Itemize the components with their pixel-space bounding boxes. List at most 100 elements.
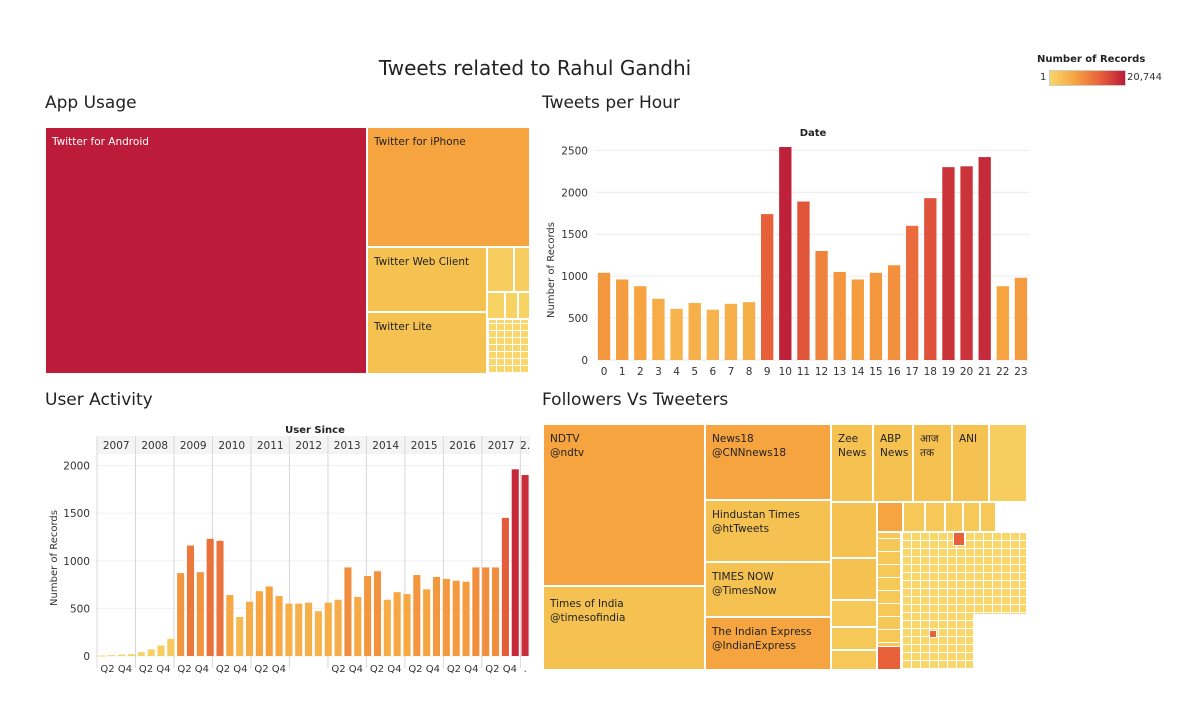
bar[interactable] bbox=[521, 475, 529, 656]
bar[interactable] bbox=[196, 572, 204, 656]
bar[interactable] bbox=[295, 603, 303, 656]
bar[interactable] bbox=[462, 581, 470, 656]
bar[interactable] bbox=[98, 655, 106, 657]
bar[interactable] bbox=[815, 251, 828, 360]
treemap-cell-small[interactable] bbox=[518, 292, 530, 319]
treemap-cell-small[interactable] bbox=[925, 502, 945, 532]
bar[interactable] bbox=[616, 279, 629, 360]
bar[interactable] bbox=[996, 286, 1009, 360]
bar[interactable] bbox=[216, 540, 224, 656]
bar[interactable] bbox=[314, 611, 322, 656]
bar[interactable] bbox=[906, 225, 919, 360]
treemap-cell-indianexpress[interactable]: The Indian Express @IndianExpress bbox=[705, 617, 831, 670]
treemap-cell-news18[interactable]: News18 @CNNnews18 bbox=[705, 424, 831, 500]
bar[interactable] bbox=[1014, 277, 1028, 360]
treemap-cell-small[interactable] bbox=[953, 532, 965, 546]
bar[interactable] bbox=[472, 567, 480, 656]
followers-treemap[interactable]: NDTV @ndtv Times of India @timesofindia … bbox=[543, 424, 1027, 670]
treemap-cell-tiny-group[interactable] bbox=[487, 319, 530, 374]
bar[interactable] bbox=[634, 286, 647, 360]
bar[interactable] bbox=[670, 308, 683, 360]
bar[interactable] bbox=[742, 302, 756, 360]
bar[interactable] bbox=[452, 580, 460, 656]
bar[interactable] bbox=[167, 638, 175, 656]
bar[interactable] bbox=[779, 147, 792, 360]
bar[interactable] bbox=[924, 198, 937, 360]
bar[interactable] bbox=[157, 645, 165, 656]
treemap-cell-timesnow[interactable]: TIMES NOW @TimesNow bbox=[705, 562, 831, 617]
bar[interactable] bbox=[511, 469, 519, 656]
bar[interactable] bbox=[393, 592, 401, 656]
bar[interactable] bbox=[118, 654, 126, 656]
treemap-cell-small[interactable] bbox=[877, 502, 903, 532]
bar[interactable] bbox=[334, 599, 342, 656]
bar[interactable] bbox=[137, 652, 145, 656]
bar[interactable] bbox=[413, 575, 421, 656]
bar[interactable] bbox=[403, 594, 411, 656]
bar[interactable] bbox=[442, 578, 450, 656]
bar[interactable] bbox=[706, 309, 719, 360]
treemap-cell-iphone[interactable]: Twitter for iPhone bbox=[367, 127, 530, 247]
bar[interactable] bbox=[501, 517, 509, 656]
treemap-cell-small[interactable] bbox=[903, 502, 925, 532]
bar[interactable] bbox=[978, 157, 991, 360]
treemap-cell-web-client[interactable]: Twitter Web Client bbox=[367, 247, 487, 312]
treemap-cell-small[interactable] bbox=[831, 502, 877, 558]
bar[interactable] bbox=[324, 602, 332, 656]
app-usage-treemap[interactable]: Twitter for Android Twitter for iPhone T… bbox=[45, 127, 530, 374]
bar[interactable] bbox=[127, 654, 135, 656]
bar[interactable] bbox=[236, 616, 244, 656]
treemap-cell-small[interactable] bbox=[487, 247, 514, 292]
bar[interactable] bbox=[344, 567, 352, 656]
bar[interactable] bbox=[851, 279, 864, 360]
treemap-cell-small[interactable] bbox=[831, 627, 877, 650]
bar[interactable] bbox=[354, 596, 362, 656]
bar[interactable] bbox=[942, 167, 955, 360]
bar[interactable] bbox=[226, 595, 234, 656]
bar[interactable] bbox=[432, 576, 441, 656]
bar[interactable] bbox=[373, 571, 382, 656]
treemap-cell-small[interactable] bbox=[989, 424, 1027, 502]
bar[interactable] bbox=[364, 576, 372, 656]
bar[interactable] bbox=[108, 655, 116, 657]
treemap-cell-small[interactable] bbox=[929, 630, 937, 638]
treemap-cell-small[interactable] bbox=[945, 502, 963, 532]
bar[interactable] bbox=[305, 602, 313, 656]
treemap-cell-android[interactable]: Twitter for Android bbox=[45, 127, 367, 374]
treemap-cell-lite[interactable]: Twitter Lite bbox=[367, 312, 487, 374]
bar[interactable] bbox=[206, 538, 214, 656]
treemap-cell-small[interactable] bbox=[980, 502, 996, 532]
treemap-cell-abp[interactable]: ABP News bbox=[873, 424, 913, 502]
bar[interactable] bbox=[147, 649, 155, 656]
treemap-cell-toi[interactable]: Times of India @timesofindia bbox=[543, 586, 705, 670]
bar[interactable] bbox=[255, 591, 263, 656]
treemap-cell-small[interactable] bbox=[831, 650, 877, 670]
bar[interactable] bbox=[383, 599, 391, 656]
treemap-cell-ani[interactable]: ANI bbox=[952, 424, 989, 502]
bar[interactable] bbox=[482, 567, 490, 656]
bar[interactable] bbox=[887, 265, 901, 360]
bar[interactable] bbox=[265, 586, 273, 656]
bar[interactable] bbox=[724, 303, 738, 360]
bar[interactable] bbox=[597, 272, 611, 360]
treemap-cell-ndtv[interactable]: NDTV @ndtv bbox=[543, 424, 705, 586]
bar[interactable] bbox=[177, 573, 185, 656]
bar[interactable] bbox=[869, 272, 883, 360]
bar[interactable] bbox=[652, 298, 665, 360]
treemap-cell-zee[interactable]: Zee News bbox=[831, 424, 873, 502]
bar[interactable] bbox=[797, 201, 810, 360]
bar[interactable] bbox=[245, 601, 254, 656]
treemap-cell-small[interactable] bbox=[831, 558, 877, 600]
treemap-cell-small[interactable] bbox=[877, 646, 901, 670]
treemap-cell-small[interactable] bbox=[963, 502, 980, 532]
treemap-cell-ht[interactable]: Hindustan Times @htTweets bbox=[705, 500, 831, 562]
bar[interactable] bbox=[688, 302, 701, 360]
bar[interactable] bbox=[423, 589, 431, 656]
bar[interactable] bbox=[960, 166, 973, 360]
bar[interactable] bbox=[761, 214, 774, 360]
bar[interactable] bbox=[285, 603, 293, 656]
treemap-cell-aajtak[interactable]: आज तक bbox=[913, 424, 952, 502]
bar[interactable] bbox=[492, 567, 500, 656]
bar[interactable] bbox=[833, 271, 846, 360]
treemap-cell-small[interactable] bbox=[505, 292, 518, 319]
